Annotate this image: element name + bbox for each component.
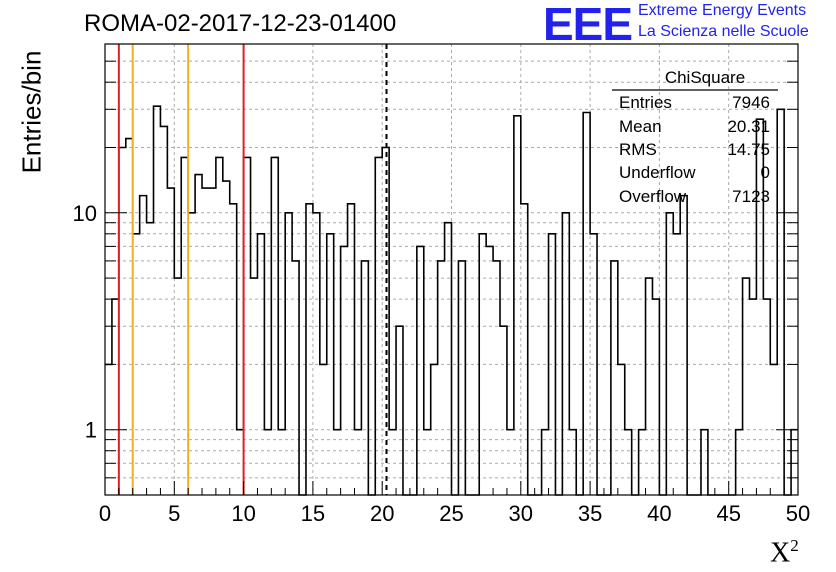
histogram-bin <box>292 261 299 495</box>
histogram-bin <box>562 213 569 495</box>
histogram-bin <box>493 261 500 495</box>
histogram-bin <box>445 223 452 495</box>
stats-value-underflow: 0 <box>760 163 770 182</box>
eee-logo: EEE <box>543 0 633 50</box>
x-tick-label: 25 <box>439 501 463 526</box>
histogram-bin <box>458 261 465 495</box>
x-tick-label: 20 <box>370 501 394 526</box>
histogram-bin <box>514 116 521 495</box>
histogram-bin <box>438 261 445 495</box>
histogram-bin <box>680 196 687 495</box>
tick-labels: 0 5 10 15 20 25 30 35 40 45 50 1 10 <box>73 201 811 526</box>
y-tick-label: 10 <box>73 201 97 226</box>
histogram-bin <box>777 109 784 495</box>
histogram-bin <box>396 326 403 495</box>
histogram-bin <box>230 204 237 495</box>
x-tick-label: 45 <box>716 501 740 526</box>
histogram-bin <box>743 278 750 495</box>
histogram-outline <box>105 105 798 496</box>
histogram-bin <box>341 246 348 495</box>
histogram-bin <box>763 299 770 495</box>
x-tick-label: 0 <box>99 501 111 526</box>
grid <box>105 44 798 495</box>
x-tick-label: 15 <box>301 501 325 526</box>
histogram-bin <box>500 326 507 495</box>
histogram-bin <box>285 213 292 495</box>
histogram-bin <box>174 278 181 495</box>
histogram-bin <box>112 299 119 495</box>
marker-lines <box>117 44 388 495</box>
x-tick-label: 30 <box>509 501 533 526</box>
histogram-bin <box>154 106 161 495</box>
histogram-bin <box>749 299 756 495</box>
histogram-bars <box>105 105 798 496</box>
histogram-bin <box>313 213 320 495</box>
histogram-bin <box>126 139 133 495</box>
x-tick-label: 40 <box>647 501 671 526</box>
histogram-bin <box>140 196 147 495</box>
stats-label-underflow: Underflow <box>619 163 696 182</box>
x-tick-label: 35 <box>578 501 602 526</box>
histogram-bin <box>348 204 355 495</box>
stats-label-overflow: Overflow <box>619 187 687 206</box>
stats-value-entries: 7946 <box>732 93 770 112</box>
histogram-bin <box>486 246 493 495</box>
histogram-bin <box>611 261 618 495</box>
histogram-bin <box>666 213 673 495</box>
histogram-bin <box>223 181 230 495</box>
histogram-bin <box>646 278 653 495</box>
logo-line-2: La Scienza nelle Scuole <box>638 23 809 40</box>
stats-value-mean: 20.31 <box>727 117 770 136</box>
histogram-bin <box>119 147 126 495</box>
stats-title: ChiSquare <box>664 68 746 87</box>
histogram-bin <box>583 112 590 495</box>
histogram-bin <box>251 278 258 495</box>
y-tick-label: 1 <box>85 418 97 443</box>
histogram-bin <box>521 204 528 495</box>
histogram-bin <box>188 213 195 495</box>
stats-label-entries: Entries <box>619 93 672 112</box>
histogram-bin <box>306 204 313 495</box>
chart-title: ROMA-02-2017-12-23-01400 <box>84 10 397 37</box>
histogram-bin <box>417 246 424 495</box>
histogram-bin <box>361 261 368 495</box>
x-tick-label: 5 <box>168 501 180 526</box>
stats-value-overflow: 7123 <box>732 187 770 206</box>
x-tick-label: 10 <box>231 501 255 526</box>
stats-label-rms: RMS <box>619 140 657 159</box>
axes <box>104 43 799 496</box>
x-axis-label-superscript: 2 <box>790 536 799 555</box>
stats-label-mean: Mean <box>619 117 662 136</box>
x-axis-label-base: X <box>770 537 791 569</box>
logo-line-1: Extreme Energy Events <box>638 2 807 19</box>
histogram-bin <box>652 299 659 495</box>
y-axis-label: Entries/bin <box>16 50 47 174</box>
x-axis-label: X2 <box>770 536 799 569</box>
stats-value-rms: 14.75 <box>727 140 770 159</box>
x-tick-label: 50 <box>786 501 810 526</box>
histogram-bin <box>147 223 154 495</box>
